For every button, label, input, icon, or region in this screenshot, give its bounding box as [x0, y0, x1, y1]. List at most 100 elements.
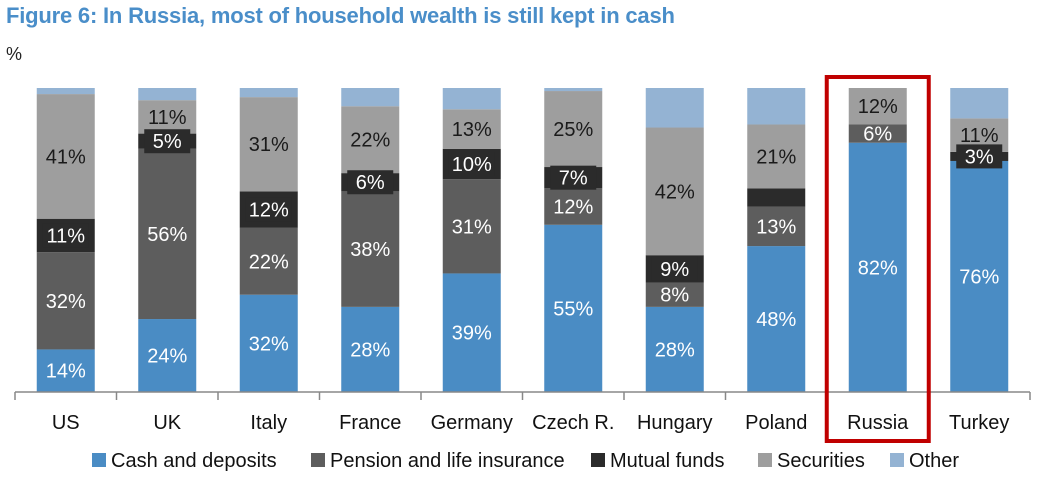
x-tick-label-russia: Russia: [847, 412, 909, 434]
bar-segment-hungary-other: [645, 88, 704, 128]
data-label-uk-mutual-funds: 5%: [153, 131, 182, 153]
bar-segment-russia-pension-and-life-insurance: [848, 124, 907, 143]
legend-swatch-cash-and-deposits: [92, 453, 106, 467]
bar-segment-uk-securities: [138, 100, 197, 134]
x-tick-label-hungary: Hungary: [637, 412, 713, 434]
bar-segment-poland-cash-and-deposits: [747, 246, 806, 392]
data-label-turkey-cash-and-deposits: 76%: [959, 266, 999, 288]
bar-segment-us-other: [36, 88, 95, 95]
chart-title: Figure 6: In Russia, most of household w…: [6, 3, 675, 28]
bar-segment-germany-cash-and-deposits: [442, 273, 501, 392]
x-tick-label-us: US: [52, 412, 80, 434]
highlight-layer: [824, 75, 931, 443]
data-label-box-turkey-mutual-funds: [956, 144, 1003, 169]
legend-swatch-other: [890, 453, 904, 467]
highlight-box-russia: [824, 75, 931, 443]
legend-label-securities: Securities: [777, 450, 865, 472]
data-label-uk-pension-and-life-insurance: 56%: [147, 224, 187, 246]
bar-segment-turkey-cash-and-deposits: [950, 160, 1009, 392]
bar-segment-germany-pension-and-life-insurance: [442, 179, 501, 274]
bar-segment-hungary-pension-and-life-insurance: [645, 282, 704, 307]
data-label-box-italy-mutual-funds: [245, 197, 292, 222]
data-label-germany-cash-and-deposits: 39%: [452, 323, 492, 345]
bar-segment-france-other: [341, 88, 400, 107]
data-label-italy-pension-and-life-insurance: 22%: [249, 251, 289, 273]
bar-segment-uk-other: [138, 88, 197, 101]
bar-segment-italy-other: [239, 88, 298, 98]
data-label-uk-securities: 11%: [148, 107, 187, 129]
data-label-poland-pension-and-life-insurance: 13%: [756, 216, 796, 238]
data-label-italy-securities: 31%: [249, 134, 289, 156]
bar-segment-poland-mutual-funds: [747, 188, 806, 207]
unit-label: %: [6, 44, 23, 64]
data-label-us-mutual-funds: 11%: [46, 225, 85, 247]
bar-segment-us-securities: [36, 94, 95, 219]
data-label-box-uk-mutual-funds: [144, 129, 191, 154]
bar-segment-czech-r-pension-and-life-insurance: [544, 188, 603, 225]
bar-segment-italy-cash-and-deposits: [239, 294, 298, 392]
x-axis: US UK Italy France Germany Czech R. Hungary Pol…: [14, 391, 1031, 434]
data-label-hungary-securities: 42%: [655, 181, 695, 203]
bar-segment-uk-pension-and-life-insurance: [138, 148, 197, 320]
x-tick-label-italy: Italy: [250, 412, 287, 434]
x-tick-label-uk: UK: [153, 412, 181, 434]
data-label-czech-r-securities: 25%: [553, 119, 593, 141]
data-label-turkey-mutual-funds: 3%: [965, 146, 994, 168]
legend-swatch-mutual-funds: [591, 453, 605, 467]
bar-segment-france-pension-and-life-insurance: [341, 191, 400, 307]
data-label-france-cash-and-deposits: 28%: [350, 339, 390, 361]
data-label-germany-pension-and-life-insurance: 31%: [452, 216, 492, 238]
legend-swatch-pension-and-life-insurance: [311, 453, 325, 467]
bar-segment-poland-other: [747, 88, 806, 125]
data-label-germany-securities: 13%: [452, 119, 492, 141]
data-labels-layer: 14%32%11%41%24%56%5%11%32%22%12%31%28%38…: [42, 96, 1003, 383]
legend-label-pension-and-life-insurance: Pension and life insurance: [330, 450, 565, 472]
x-tick-label-poland: Poland: [745, 412, 807, 434]
data-label-czech-r-cash-and-deposits: 55%: [553, 298, 593, 320]
data-label-italy-mutual-funds: 12%: [249, 200, 289, 222]
bar-segment-italy-securities: [239, 97, 298, 192]
data-label-poland-cash-and-deposits: 48%: [756, 309, 796, 331]
bar-segment-us-pension-and-life-insurance: [36, 252, 95, 350]
bar-segment-turkey-other: [950, 88, 1009, 119]
data-label-box-czech-r-mutual-funds: [550, 165, 597, 190]
data-label-box-germany-mutual-funds: [448, 152, 495, 176]
x-tick-label-czech-r: Czech R.: [532, 412, 614, 434]
bar-segment-poland-pension-and-life-insurance: [747, 206, 806, 247]
bar-segment-czech-r-securities: [544, 91, 603, 168]
data-label-france-securities: 22%: [350, 130, 390, 152]
bar-segment-france-cash-and-deposits: [341, 306, 400, 392]
bar-segment-russia-cash-and-deposits: [848, 142, 907, 392]
data-label-box-us-mutual-funds: [42, 223, 89, 248]
data-label-box-france-mutual-funds: [347, 170, 394, 195]
data-label-turkey-securities: 11%: [960, 125, 999, 147]
bar-segment-france-securities: [341, 106, 400, 174]
data-label-us-cash-and-deposits: 14%: [46, 361, 86, 383]
legend-label-mutual-funds: Mutual funds: [610, 450, 725, 472]
data-label-hungary-pension-and-life-insurance: 8%: [660, 285, 689, 307]
bar-segment-poland-securities: [747, 124, 806, 189]
bar-segment-russia-securities: [848, 88, 907, 125]
x-tick-label-turkey: Turkey: [949, 412, 1009, 434]
legend: Cash and deposits Pension and life insura…: [92, 450, 959, 472]
legend-label-cash-and-deposits: Cash and deposits: [111, 450, 277, 472]
data-label-hungary-mutual-funds: 9%: [660, 259, 689, 281]
x-tick-label-germany: Germany: [431, 412, 513, 434]
bar-segment-italy-pension-and-life-insurance: [239, 227, 298, 295]
x-tick-label-france: France: [339, 412, 401, 434]
data-label-italy-cash-and-deposits: 32%: [249, 333, 289, 355]
bar-segment-hungary-securities: [645, 127, 704, 256]
bar-segment-czech-r-cash-and-deposits: [544, 224, 603, 392]
bar-segment-germany-securities: [442, 109, 501, 149]
legend-label-other: Other: [909, 450, 959, 472]
data-label-uk-cash-and-deposits: 24%: [147, 346, 187, 368]
data-label-czech-r-mutual-funds: 7%: [559, 168, 588, 190]
data-label-us-securities: 41%: [46, 146, 86, 168]
data-label-russia-securities: 12%: [858, 96, 898, 118]
legend-swatch-securities: [758, 453, 772, 467]
data-label-poland-securities: 21%: [756, 146, 796, 168]
data-label-france-mutual-funds: 6%: [356, 172, 385, 194]
bar-segment-us-cash-and-deposits: [36, 349, 95, 392]
data-label-us-pension-and-life-insurance: 32%: [46, 291, 86, 313]
